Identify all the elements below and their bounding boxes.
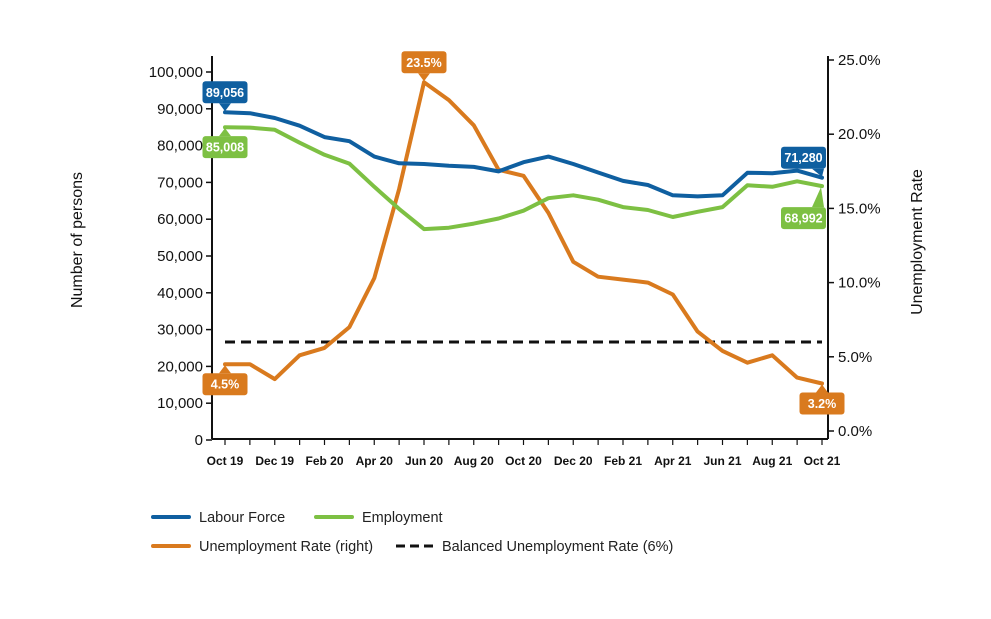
- x-tick-label: Aug 21: [752, 454, 792, 468]
- x-tick-label: Aug 20: [454, 454, 494, 468]
- legend-label: Labour Force: [199, 510, 285, 526]
- legend-label: Employment: [362, 510, 443, 526]
- callout: 71,280: [781, 146, 826, 177]
- y-left-tick-label: 90,000: [157, 101, 203, 118]
- legend-item: Balanced Unemployment Rate (6%): [396, 539, 673, 555]
- y-left-tick-label: 0: [195, 432, 203, 449]
- callout-box: [202, 81, 248, 104]
- x-tick-label: Jun 21: [703, 454, 741, 468]
- callout-label: 68,992: [784, 212, 822, 226]
- y-left-tick-label: 40,000: [157, 285, 203, 302]
- y-right-tick-label: 5.0%: [838, 349, 872, 366]
- x-tick-label: Apr 20: [356, 454, 394, 468]
- y-left-tick-label: 60,000: [157, 211, 203, 228]
- callout-box: [202, 136, 248, 159]
- callouts-group: 89,056 85,008 71,280 68,992 23.5% 4.5% 3.2%: [202, 51, 845, 415]
- callout: 4.5%: [202, 365, 248, 396]
- callout-pointer: [219, 128, 231, 137]
- y-right-tick-label: 25.0%: [838, 52, 881, 69]
- legend-item: Unemployment Rate (right): [151, 539, 373, 555]
- callout-pointer: [812, 168, 824, 177]
- x-tick-label: Feb 20: [305, 454, 343, 468]
- callout-pointer: [418, 73, 430, 82]
- y-left-tick-label: 50,000: [157, 248, 203, 265]
- callout-box: [202, 373, 248, 396]
- series-line-employment: [223, 125, 824, 232]
- callout: 89,056: [202, 81, 248, 112]
- callout-box: [781, 207, 826, 230]
- callout-box: [781, 146, 826, 169]
- y-right-tick-label: 15.0%: [838, 200, 881, 217]
- x-tick-label: Jun 20: [405, 454, 443, 468]
- callout: 23.5%: [401, 51, 447, 82]
- callout-label: 4.5%: [211, 378, 240, 392]
- tick-labels-group: 0 10,000 20,000 30,000 40,000 50,000 60,000 70,…: [149, 52, 881, 468]
- series-line-unemployment-rate-right: [223, 80, 824, 386]
- callout-label: 85,008: [206, 141, 244, 155]
- series-group: [223, 80, 824, 386]
- y-left-tick-label: 20,000: [157, 358, 203, 375]
- legend-item: Employment: [314, 510, 443, 526]
- y-left-tick-label: 70,000: [157, 174, 203, 191]
- x-tick-label: Oct 19: [207, 454, 244, 468]
- y-right-tick-label: 10.0%: [838, 275, 881, 292]
- callout-box: [401, 51, 447, 74]
- series-line-labour-force: [223, 110, 824, 199]
- callout-label: 3.2%: [808, 397, 837, 411]
- x-tick-label: Dec 19: [255, 454, 294, 468]
- x-tick-label: Oct 21: [804, 454, 841, 468]
- axes-group: [206, 56, 834, 445]
- legend-group: Labour Force Employment Unemployment Rate …: [151, 510, 673, 555]
- callout-label: 71,280: [784, 151, 822, 165]
- callout-pointer: [812, 187, 824, 208]
- legend-label: Unemployment Rate (right): [199, 539, 373, 555]
- y-left-tick-label: 100,000: [149, 64, 203, 81]
- callout-pointer: [816, 384, 828, 393]
- x-tick-label: Feb 21: [604, 454, 642, 468]
- callout: 68,992: [781, 187, 826, 230]
- x-tick-label: Dec 20: [554, 454, 593, 468]
- callout-label: 89,056: [206, 86, 244, 100]
- callout-box: [799, 392, 845, 415]
- legend-label: Balanced Unemployment Rate (6%): [442, 539, 673, 555]
- y-left-tick-label: 10,000: [157, 395, 203, 412]
- x-tick-label: Oct 20: [505, 454, 542, 468]
- y-right-tick-label: 20.0%: [838, 126, 881, 143]
- callout: 85,008: [202, 128, 248, 159]
- y-right-tick-label: 0.0%: [838, 423, 872, 440]
- x-tick-label: Apr 21: [654, 454, 692, 468]
- callout-label: 23.5%: [406, 56, 441, 70]
- y-left-tick-label: 80,000: [157, 138, 203, 155]
- callout: 3.2%: [799, 384, 845, 415]
- callout-pointer: [219, 365, 231, 374]
- y-axis-left-title: Number of persons: [69, 172, 86, 308]
- callout-pointer: [219, 103, 231, 112]
- legend-item: Labour Force: [151, 510, 285, 526]
- y-axis-right-title: Unemployment Rate: [909, 169, 926, 315]
- y-left-tick-label: 30,000: [157, 322, 203, 339]
